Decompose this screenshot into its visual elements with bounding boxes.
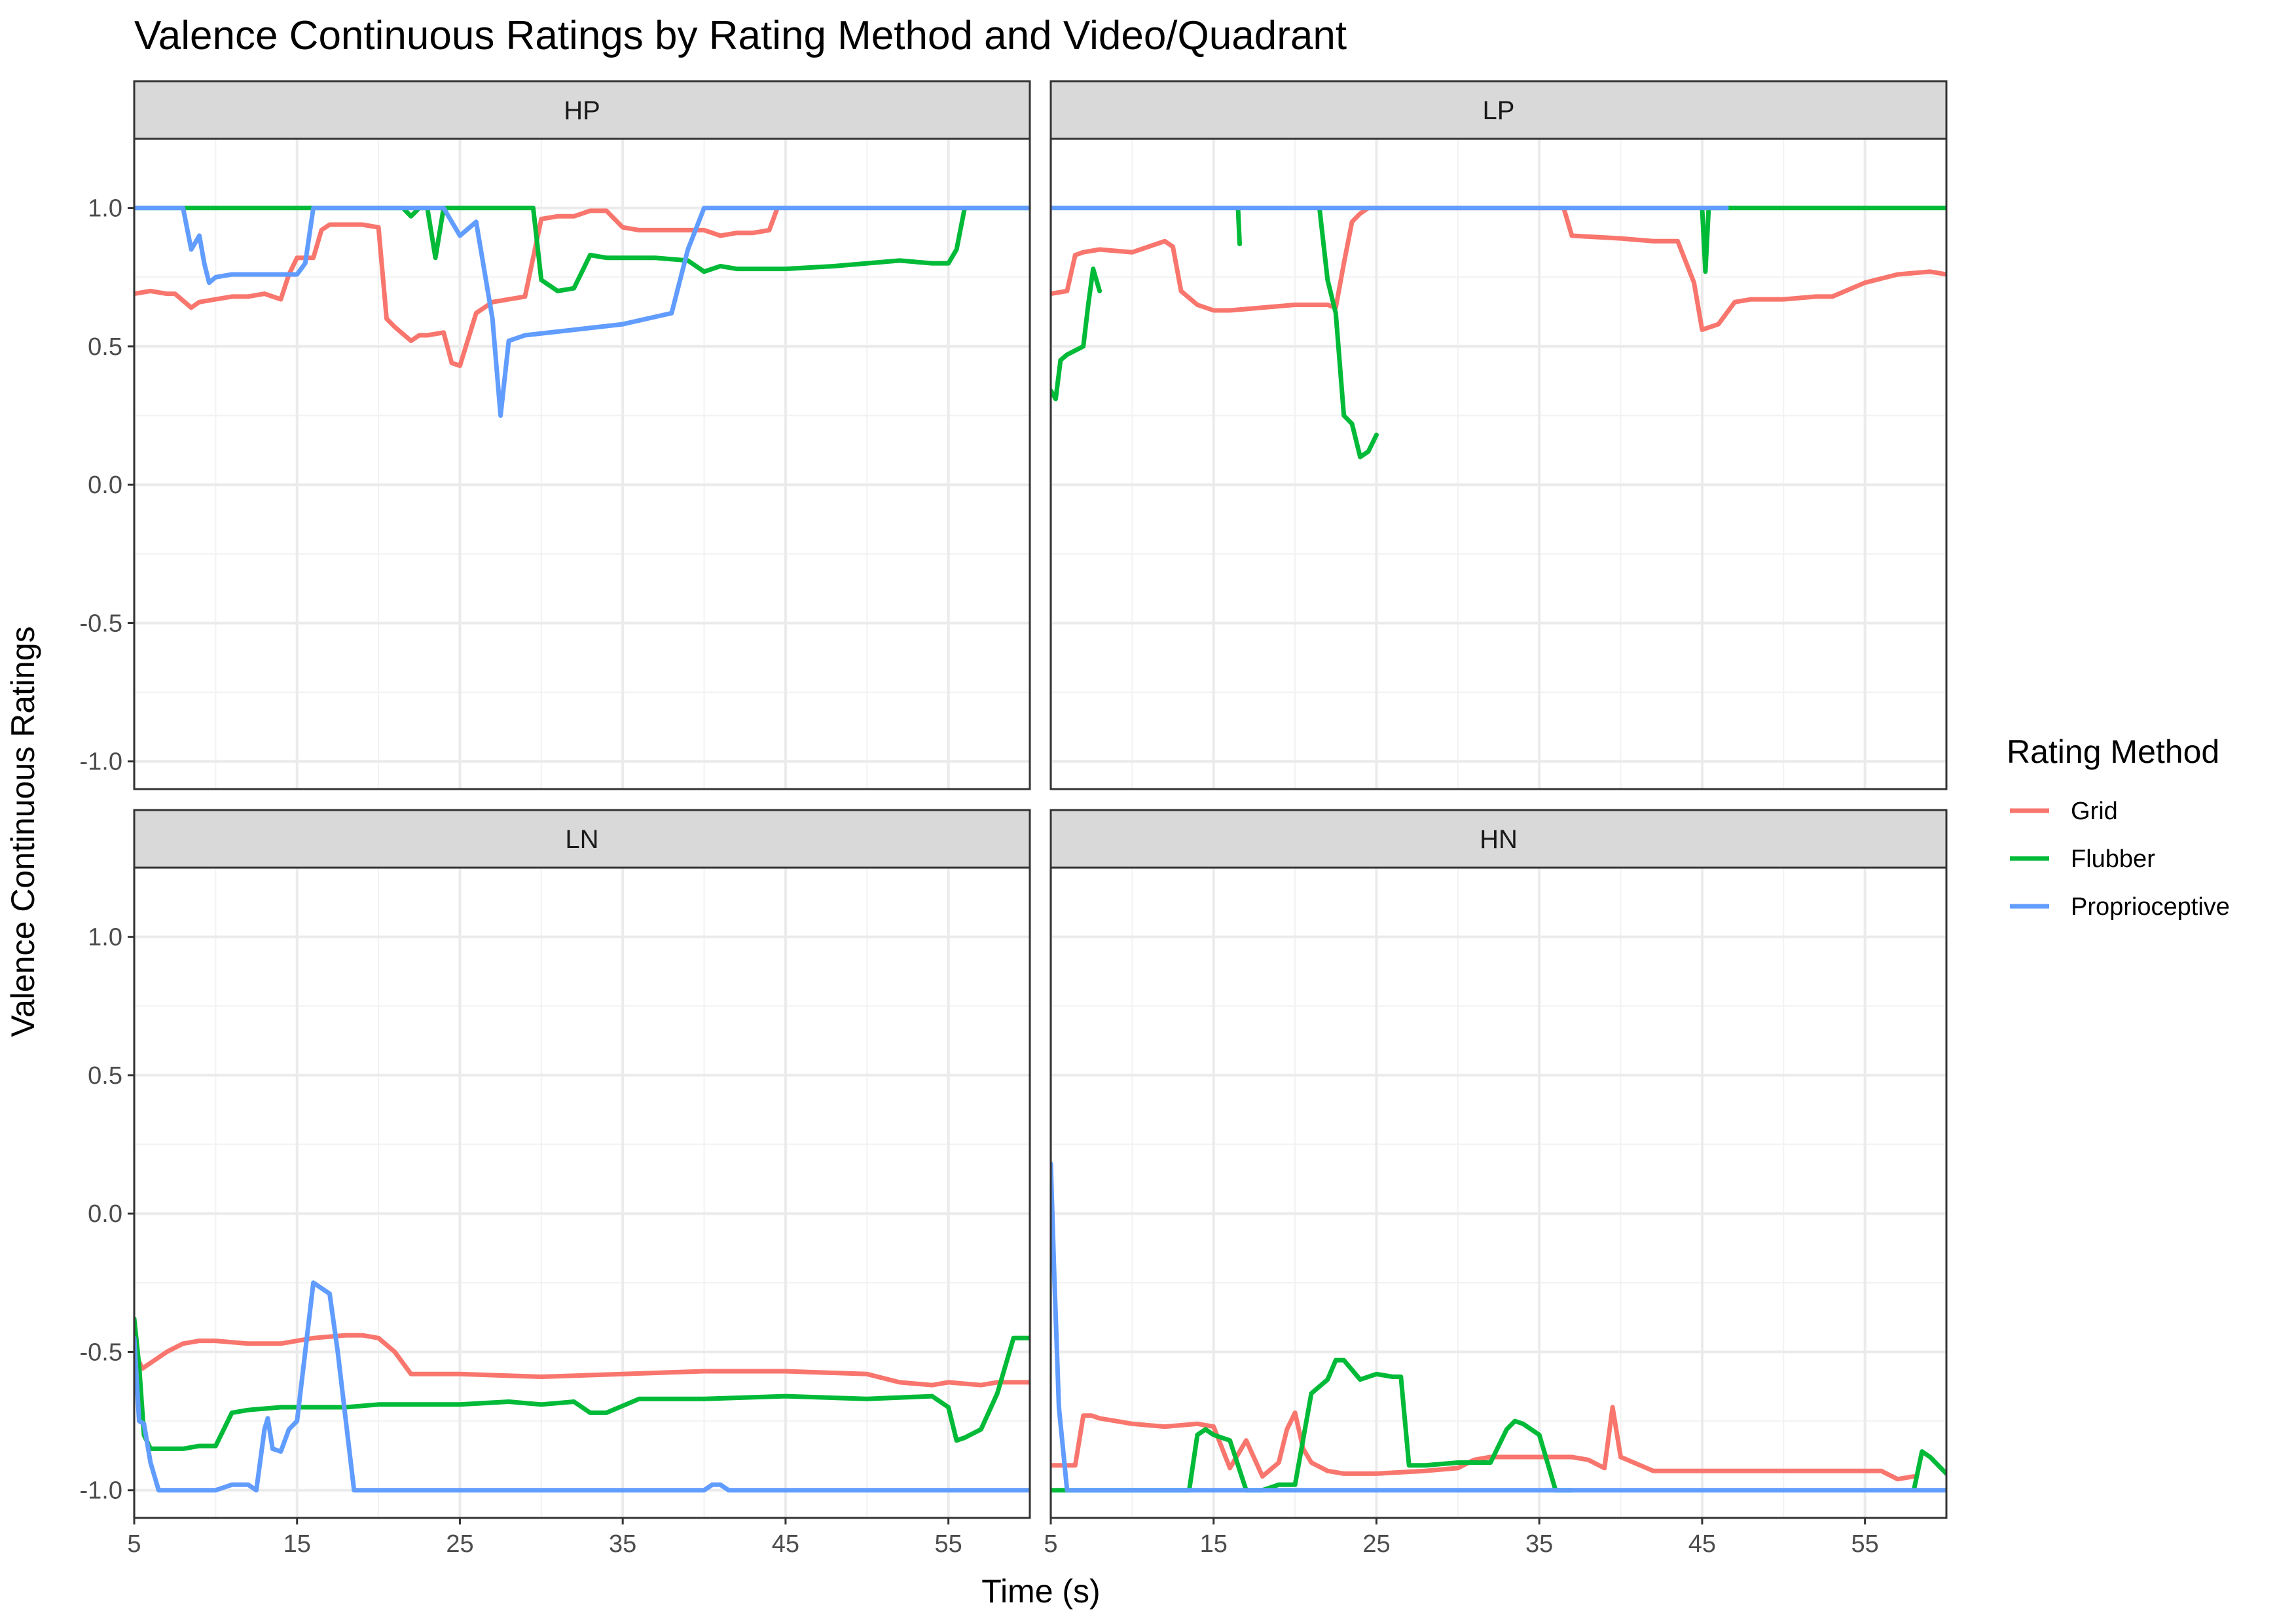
series-line-flubber bbox=[1235, 206, 1242, 247]
y-tick-label: 1.0 bbox=[88, 924, 122, 951]
legend-title: Rating Method bbox=[2007, 733, 2219, 770]
legend-label: Grid bbox=[2071, 798, 2118, 825]
legend: Rating Method Grid Flubber Proprioceptive bbox=[2007, 733, 2230, 921]
series-line-proprioceptive bbox=[134, 206, 1030, 418]
series-line-proprioceptive bbox=[1051, 1161, 1946, 1493]
facet-panels: HP 1.0 0.5 0.0 -0.5 -1.0 LP LN 1.0 0.5 0.0 -0.5 -1.0… bbox=[80, 80, 1948, 1558]
x-tick-label: 55 bbox=[934, 1530, 962, 1558]
y-tick-label: -1.0 bbox=[80, 1477, 122, 1505]
x-tick-label: 45 bbox=[772, 1530, 799, 1558]
series-group bbox=[1051, 206, 1946, 460]
panel-border bbox=[1049, 866, 1948, 1519]
facet-strip bbox=[133, 809, 1031, 869]
series-group bbox=[1051, 1161, 1946, 1493]
y-tick-label: 0.0 bbox=[88, 471, 122, 499]
series-line-grid bbox=[134, 1333, 1030, 1388]
x-tick-label: 5 bbox=[1044, 1530, 1057, 1558]
series-line-proprioceptive bbox=[134, 1280, 1030, 1493]
facet-strip-label: LP bbox=[1483, 96, 1515, 125]
facet-strip-label: LN bbox=[565, 825, 598, 854]
facet-strip bbox=[133, 80, 1031, 140]
series-line-flubber bbox=[1051, 267, 1102, 401]
panel-background bbox=[1051, 139, 1946, 789]
panel-border bbox=[133, 138, 1031, 790]
series-line-grid bbox=[134, 206, 780, 368]
y-tick-label: 1.0 bbox=[88, 195, 122, 223]
y-tick-label: 0.5 bbox=[88, 333, 122, 361]
legend-label: Flubber bbox=[2071, 845, 2155, 873]
series-line-flubber bbox=[1911, 1449, 1946, 1493]
facet-panel-lp: LP bbox=[1049, 80, 1948, 790]
facet-strip-label: HN bbox=[1480, 825, 1518, 854]
x-tick-label: 35 bbox=[1525, 1530, 1553, 1558]
x-axis-title: Time (s) bbox=[981, 1573, 1100, 1610]
series-line-flubber bbox=[1317, 206, 1379, 460]
chart-title: Valence Continuous Ratings by Rating Met… bbox=[134, 13, 1347, 58]
x-tick-label: 5 bbox=[127, 1530, 141, 1558]
y-tick-label: -1.0 bbox=[80, 748, 122, 776]
facet-strip bbox=[1049, 809, 1948, 869]
facet-panel-hn: HN 5 15 25 35 45 55 bbox=[1044, 809, 1948, 1558]
x-tick-label: 35 bbox=[609, 1530, 636, 1558]
y-axis-title: Valence Continuous Ratings bbox=[5, 626, 41, 1037]
legend-label: Proprioceptive bbox=[2071, 893, 2230, 921]
series-line-grid bbox=[1051, 206, 1946, 333]
x-tick-label: 55 bbox=[1851, 1530, 1878, 1558]
facet-panel-ln: LN 1.0 0.5 0.0 -0.5 -1.05 15 25 35 45 55 bbox=[80, 809, 1031, 1558]
x-tick-label: 45 bbox=[1688, 1530, 1716, 1558]
series-line-grid bbox=[1051, 1405, 1916, 1482]
x-tick-label: 15 bbox=[1200, 1530, 1228, 1558]
y-tick-label: -0.5 bbox=[80, 610, 122, 637]
series-line-flubber bbox=[134, 1316, 1030, 1451]
x-tick-label: 25 bbox=[446, 1530, 473, 1558]
panel-border bbox=[133, 866, 1031, 1519]
facet-panel-hp: HP 1.0 0.5 0.0 -0.5 -1.0 bbox=[80, 80, 1031, 790]
x-tick-label: 25 bbox=[1362, 1530, 1390, 1558]
series-group bbox=[134, 206, 1030, 418]
series-line-flubber bbox=[134, 206, 1030, 293]
panel-border bbox=[1049, 138, 1948, 790]
facet-strip-label: HP bbox=[564, 96, 600, 125]
series-line-flubber bbox=[1051, 1357, 1575, 1493]
panel-background bbox=[1051, 868, 1946, 1518]
panel-background bbox=[134, 139, 1030, 789]
x-tick-label: 15 bbox=[283, 1530, 311, 1558]
series-group bbox=[134, 1280, 1030, 1493]
y-tick-label: -0.5 bbox=[80, 1338, 122, 1366]
y-tick-label: 0.0 bbox=[88, 1200, 122, 1228]
y-tick-label: 0.5 bbox=[88, 1062, 122, 1090]
